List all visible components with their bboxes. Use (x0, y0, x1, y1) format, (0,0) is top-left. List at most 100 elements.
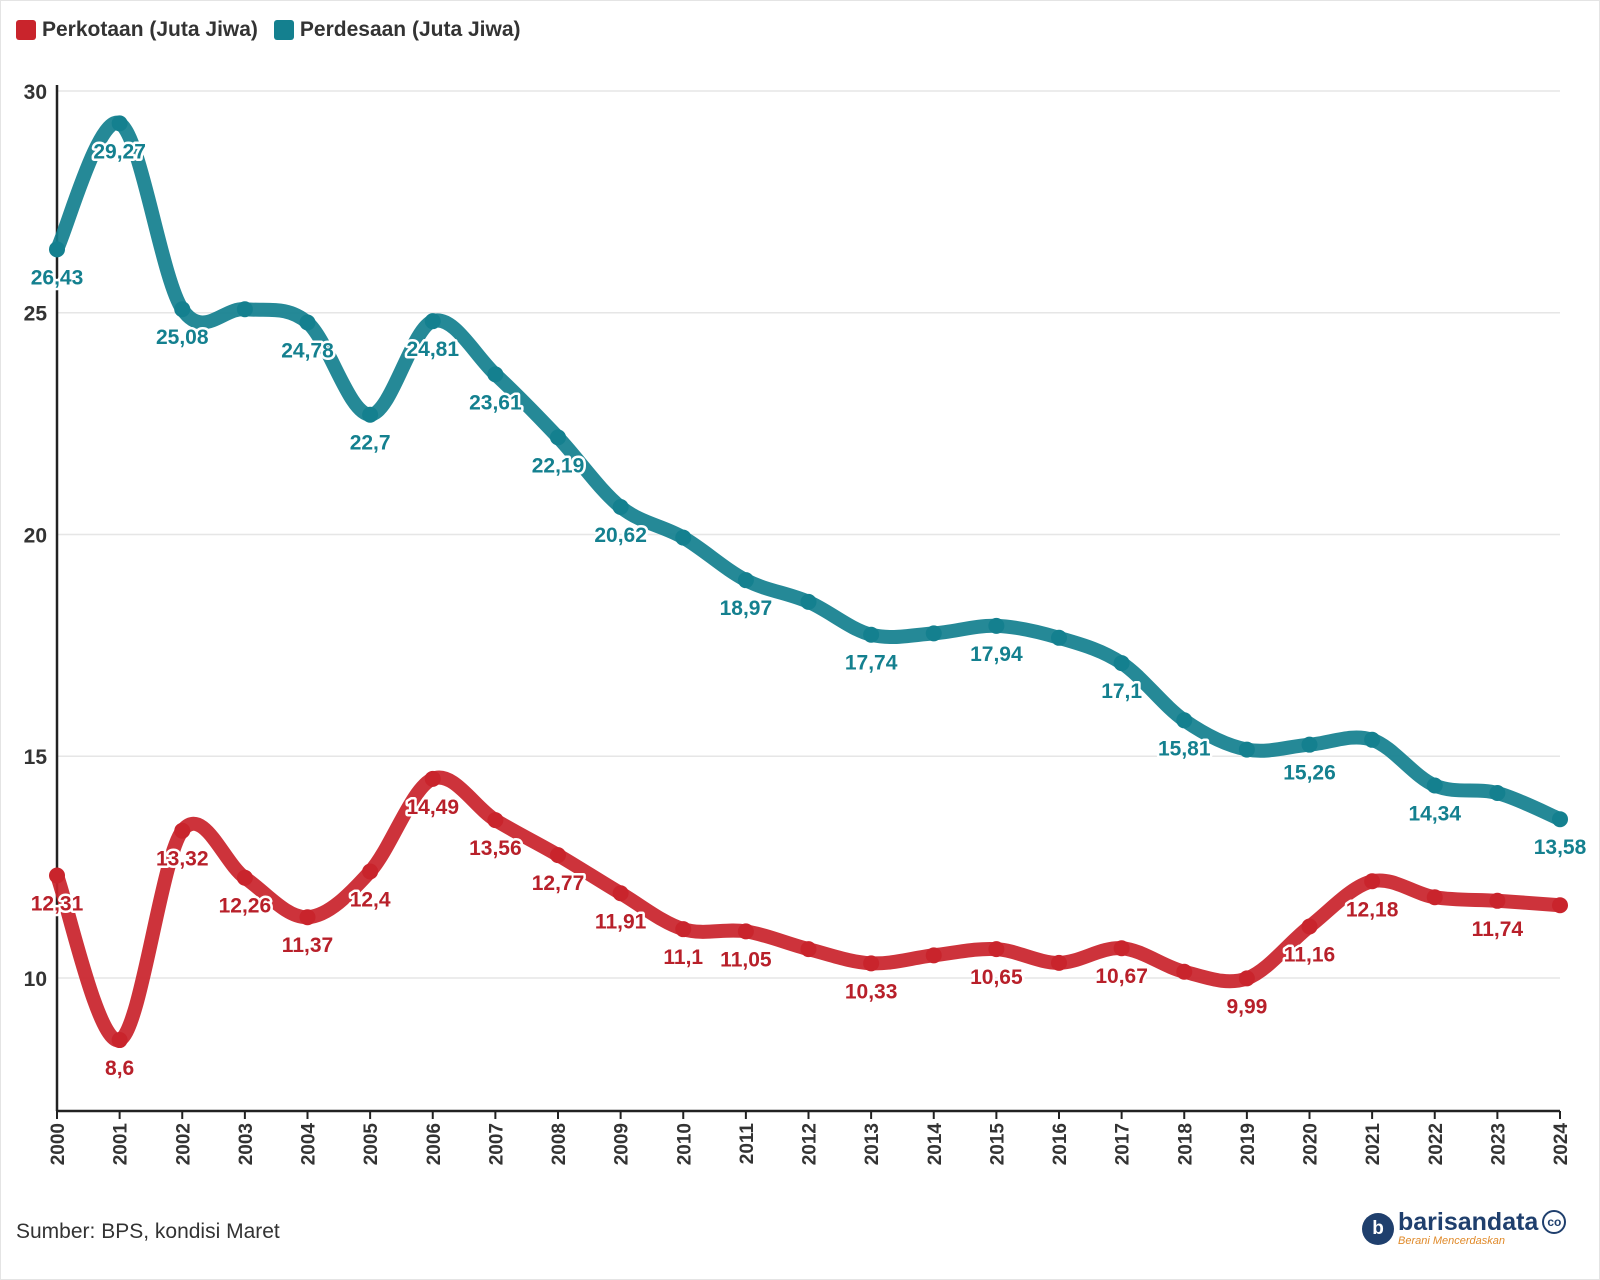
source-note: Sumber: BPS, kondisi Maret (16, 1220, 280, 1243)
data-point-perkotaan (111, 1032, 128, 1049)
brand-logo[interactable]: b barisandata Berani Mencerdaskan co (1362, 1209, 1567, 1247)
data-label-perdesaan: 24,81 (406, 338, 459, 361)
x-tick-label: 2016 (1050, 1123, 1071, 1165)
data-point-perdesaan (550, 429, 566, 446)
x-tick-label: 2014 (925, 1123, 946, 1166)
data-point-perkotaan (863, 955, 880, 972)
data-point-perdesaan (487, 366, 504, 383)
data-point-perkotaan (988, 941, 1005, 958)
data-point-perdesaan (362, 406, 379, 423)
data-point-perkotaan (1113, 940, 1130, 957)
data-point-perkotaan (737, 923, 754, 940)
data-label-perkotaan: 13,56 (469, 837, 522, 860)
data-point-perdesaan (925, 625, 942, 642)
data-label-perdesaan: 17,1 (1101, 680, 1142, 703)
data-point-perkotaan (1176, 963, 1193, 980)
data-point-perdesaan (299, 314, 316, 331)
data-label-perkotaan: 12,77 (532, 872, 585, 895)
y-tick-label: 25 (24, 303, 48, 326)
data-point-perdesaan (49, 241, 65, 258)
x-tick-label: 2020 (1301, 1123, 1322, 1165)
data-label-perkotaan: 12,26 (219, 895, 272, 918)
data-point-perkotaan (1051, 954, 1067, 971)
data-point-perdesaan (1426, 777, 1443, 794)
data-label-perkotaan: 11,37 (282, 934, 333, 957)
data-label-perdesaan: 13,58 (1534, 836, 1587, 859)
data-point-perdesaan (800, 593, 817, 610)
x-tick-label: 2018 (1175, 1123, 1196, 1165)
x-tick-label: 2001 (111, 1123, 132, 1166)
data-label-perdesaan: 25,08 (156, 326, 209, 349)
data-point-perdesaan (1364, 731, 1381, 748)
data-label-perkotaan: 11,74 (1472, 918, 1524, 941)
legend-swatch-perdesaan (273, 20, 294, 40)
x-tick-label: 2000 (48, 1123, 69, 1165)
x-tick-label: 2022 (1426, 1123, 1447, 1165)
x-tick-label: 2006 (424, 1123, 445, 1165)
data-point-perdesaan (1301, 736, 1318, 753)
data-label-perkotaan: 11,1 (663, 946, 703, 969)
series-line-perkotaan (50, 770, 1567, 1048)
x-tick-label: 2005 (361, 1123, 382, 1166)
legend-item-perdesaan[interactable]: Perdesaan (Juta Jiwa) (273, 18, 521, 42)
data-point-perkotaan (612, 885, 629, 902)
brand-suffix: co (1542, 1209, 1567, 1234)
data-label-perkotaan: 12,4 (350, 889, 391, 912)
data-point-perdesaan (424, 313, 441, 330)
legend-item-perkotaan[interactable]: Perkotaan (Juta Jiwa) (16, 18, 258, 42)
data-label-perdesaan: 18,97 (720, 597, 773, 620)
data-label-perdesaan: 17,94 (970, 643, 1023, 666)
y-tick-label: 15 (24, 746, 48, 769)
data-point-perdesaan (1552, 811, 1568, 828)
x-tick-label: 2004 (299, 1123, 320, 1166)
x-tick-label: 2009 (612, 1123, 633, 1165)
data-point-perkotaan (1489, 892, 1506, 909)
data-label-perkotaan: 11,05 (720, 948, 772, 971)
legend-swatch-perkotaan (16, 20, 36, 40)
data-point-perdesaan (612, 498, 629, 515)
data-point-perdesaan (236, 301, 253, 318)
data-label-perdesaan: 14,34 (1408, 802, 1461, 825)
data-point-perkotaan (487, 812, 504, 829)
x-tick-label: 2023 (1488, 1123, 1509, 1165)
data-label-perkotaan: 9,99 (1226, 995, 1267, 1018)
y-tick-label: 30 (24, 81, 47, 104)
y-tick-label: 10 (24, 968, 47, 991)
x-tick-label: 2024 (1551, 1123, 1572, 1166)
data-point-perdesaan (111, 115, 128, 132)
data-point-perkotaan (1301, 918, 1318, 935)
y-tick-label: 20 (24, 524, 47, 547)
data-point-perkotaan (362, 863, 379, 880)
brand-tagline: Berani Mencerdaskan (1398, 1235, 1506, 1247)
x-tick-label: 2003 (236, 1123, 257, 1165)
data-point-perkotaan (925, 947, 942, 964)
data-point-perdesaan (1176, 712, 1193, 729)
data-label-perdesaan: 24,78 (281, 339, 334, 362)
x-tick-label: 2019 (1238, 1123, 1259, 1165)
data-point-perkotaan (550, 847, 566, 864)
data-label-perkotaan: 8,6 (105, 1057, 134, 1080)
data-label-perdesaan: 22,19 (532, 454, 585, 477)
data-label-perkotaan: 11,16 (1284, 944, 1335, 967)
line-chart: 10 15 20 25 30 2000 2001 2002 2003 2004 2005 2006 20… (23, 81, 1587, 1166)
data-label-perdesaan: 17,74 (845, 652, 898, 675)
data-label-perkotaan: 12,31 (31, 893, 84, 916)
legend: Perkotaan (Juta Jiwa) Perdesaan (Juta Ji… (16, 18, 521, 42)
data-label-perdesaan: 26,43 (31, 266, 84, 289)
data-label-perkotaan: 10,33 (845, 980, 898, 1003)
data-point-perkotaan (800, 941, 817, 958)
x-tick-label: 2012 (800, 1123, 821, 1165)
x-tick-label: 2013 (862, 1123, 883, 1165)
series-line-perdesaan (50, 116, 1567, 827)
data-label-perkotaan: 12,18 (1346, 898, 1399, 921)
x-tick-label: 2017 (1113, 1123, 1134, 1165)
data-point-perkotaan (1426, 889, 1443, 906)
data-point-perdesaan (737, 572, 754, 589)
data-label-perkotaan: 11,91 (595, 910, 647, 933)
data-point-perdesaan (1489, 785, 1506, 802)
data-point-perkotaan (236, 869, 253, 886)
legend-label-perdesaan: Perdesaan (Juta Jiwa) (299, 18, 521, 41)
brand-icon: b (1362, 1212, 1394, 1245)
data-label-perdesaan: 15,26 (1283, 762, 1336, 785)
x-tick-label: 2010 (674, 1123, 695, 1165)
